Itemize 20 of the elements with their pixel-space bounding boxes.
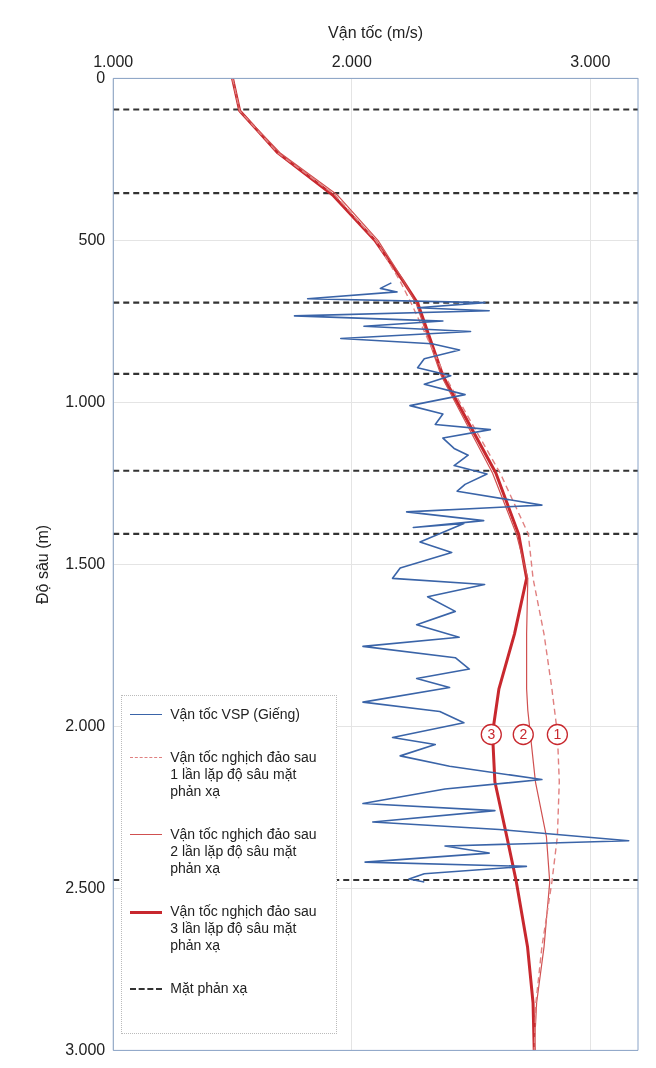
x-tick-label: 2.000 [331,53,372,71]
y-tick-label: 0 [96,68,106,86]
y-axis-title: Độ sâu (m) [34,524,52,604]
y-tick-label: 1.000 [65,392,106,410]
y-tick-label: 2.500 [65,878,106,896]
legend-label: Vận tốc VSP (Giếng) [170,706,301,724]
annotation: 3 [487,726,496,743]
y-tick-label: 2.000 [65,716,106,734]
legend-label: Mặt phản xạ [170,980,249,998]
y-tick-label: 3.000 [65,1040,106,1058]
annotation: 2 [519,726,528,743]
y-tick-label: 1.500 [65,554,106,572]
x-tick-label: 3.000 [570,53,611,71]
legend-label: Vận tốc nghịch đảo sau 2 lần lặp độ sâu mặt phản xạ [170,826,318,878]
legend-label: Vận tốc nghịch đảo sau 1 lần lặp độ sâu mặt phản xạ [170,749,318,801]
x-axis-title: Vận tốc (m/s) [328,24,424,42]
annotation: 1 [553,726,562,743]
legend-label: Vận tốc nghịch đảo sau 3 lần lặp độ sâu mặt phản xạ [170,903,318,955]
y-tick-label: 500 [78,230,106,248]
x-tick-label: 1.000 [93,53,134,71]
